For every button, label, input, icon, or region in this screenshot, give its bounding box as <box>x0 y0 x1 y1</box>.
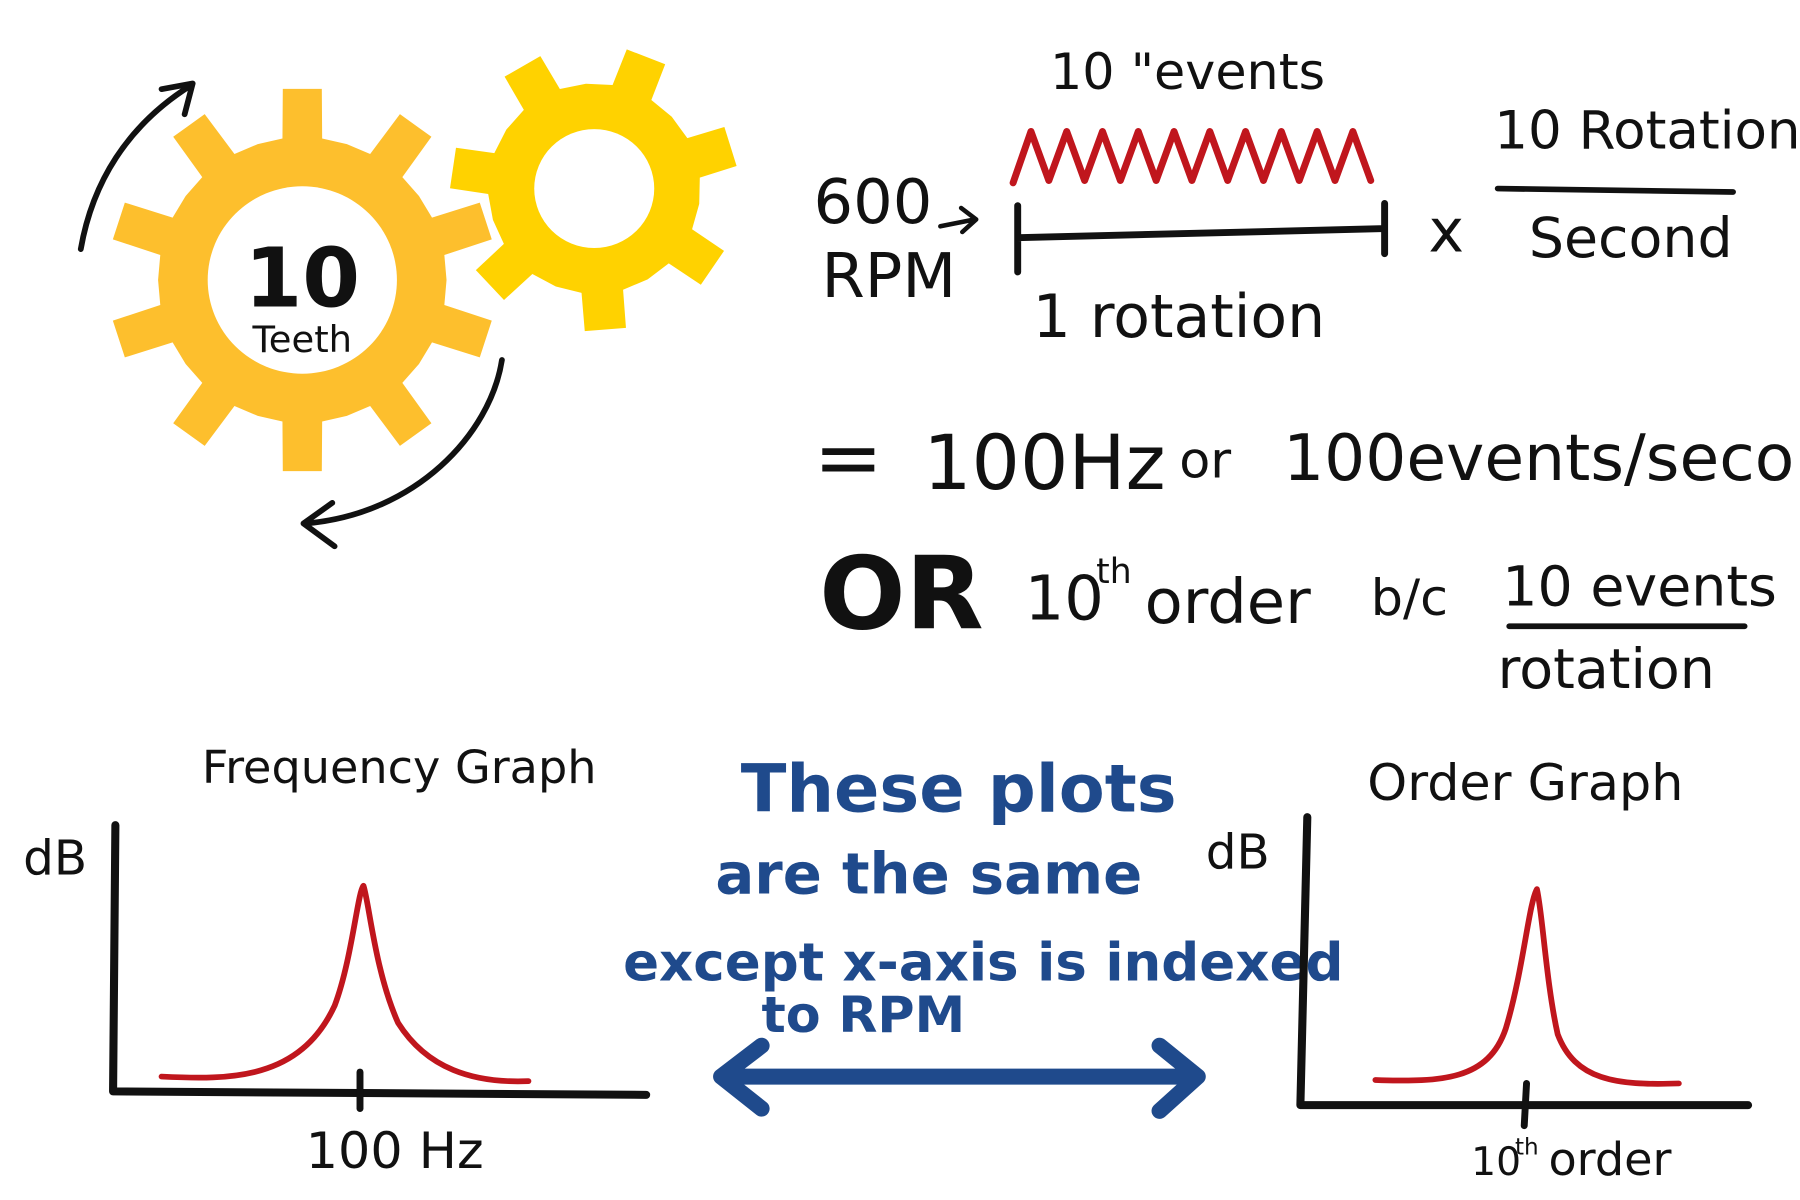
order-graph-title: Order Graph <box>1367 753 1683 812</box>
order-graph-tick <box>1520 1080 1530 1130</box>
note-line-3: except x-axis is indexed <box>623 933 1343 994</box>
rpm-equation: 10 "events 600 RPM 1 rotation x 10 Rotat… <box>813 42 1800 352</box>
order-graph: Order Graph dB 10 th order <box>1206 753 1753 1186</box>
teeth-label: Teeth <box>252 318 353 361</box>
frequency-graph: Frequency Graph dB 100 Hz <box>23 740 651 1180</box>
equals-line: = 100Hz or 100events/second <box>813 410 1800 507</box>
order-graph-xtick-number: 10 <box>1471 1140 1521 1185</box>
rotation-arrow-bottom-icon <box>300 357 505 550</box>
frequency-graph-peak <box>158 882 532 1085</box>
times-sign: x <box>1428 198 1464 267</box>
rpm-arrow-icon <box>938 205 979 235</box>
order-fraction-numerator: 10 events <box>1502 555 1777 619</box>
order-graph-xtick-word: order <box>1548 1132 1671 1186</box>
order-graph-ylabel: dB <box>1206 825 1270 881</box>
order-graph-xtick-suffix: th <box>1515 1134 1539 1160</box>
or-big: OR <box>819 535 984 652</box>
note-line-2: are the same <box>715 841 1142 908</box>
rotation-span-line <box>1014 200 1389 276</box>
left-gear-hole <box>207 186 397 374</box>
order-suffix: th <box>1096 552 1132 592</box>
note-line-4: to RPM <box>762 985 966 1044</box>
comparison-note: These plots are the same except x-axis i… <box>623 750 1343 1119</box>
rotation-arrow-top-icon <box>77 80 196 252</box>
fraction-bar <box>1494 185 1736 195</box>
frequency-graph-title: Frequency Graph <box>202 740 597 794</box>
note-line-1: These plots <box>741 750 1177 828</box>
equals-sign: = <box>813 410 883 506</box>
events-label: 10 "events <box>1050 42 1325 101</box>
because: b/c <box>1371 568 1448 627</box>
hz-value: 100Hz <box>923 419 1166 507</box>
frequency-graph-axes <box>109 821 651 1099</box>
order-number: 10 <box>1025 562 1104 635</box>
order-line: OR 10 th order b/c 10 events rotation <box>819 535 1777 701</box>
gears: 10 Teeth <box>112 49 737 472</box>
frequency-graph-ylabel: dB <box>23 830 87 886</box>
order-fraction-denominator: rotation <box>1498 637 1715 701</box>
rotation-label: 1 rotation <box>1033 283 1325 352</box>
frequency-graph-xtick: 100 Hz <box>306 1121 484 1180</box>
double-arrow-icon <box>713 1037 1206 1119</box>
events-per-second: 100events/second <box>1283 421 1800 496</box>
fraction-denominator: Second <box>1529 206 1733 270</box>
right-gear-hole <box>534 129 655 248</box>
rotation-arrows <box>77 80 505 550</box>
fraction-numerator: 10 Rotations <box>1494 101 1800 162</box>
order-graph-axes <box>1296 813 1753 1110</box>
or-small: or <box>1179 431 1231 490</box>
rpm-value: 600 <box>813 165 932 238</box>
order-graph-peak <box>1372 886 1682 1087</box>
order-word: order <box>1145 565 1312 638</box>
teeth-count: 10 <box>245 231 361 327</box>
event-signal-wave <box>1009 127 1375 187</box>
rpm-unit: RPM <box>822 239 957 312</box>
